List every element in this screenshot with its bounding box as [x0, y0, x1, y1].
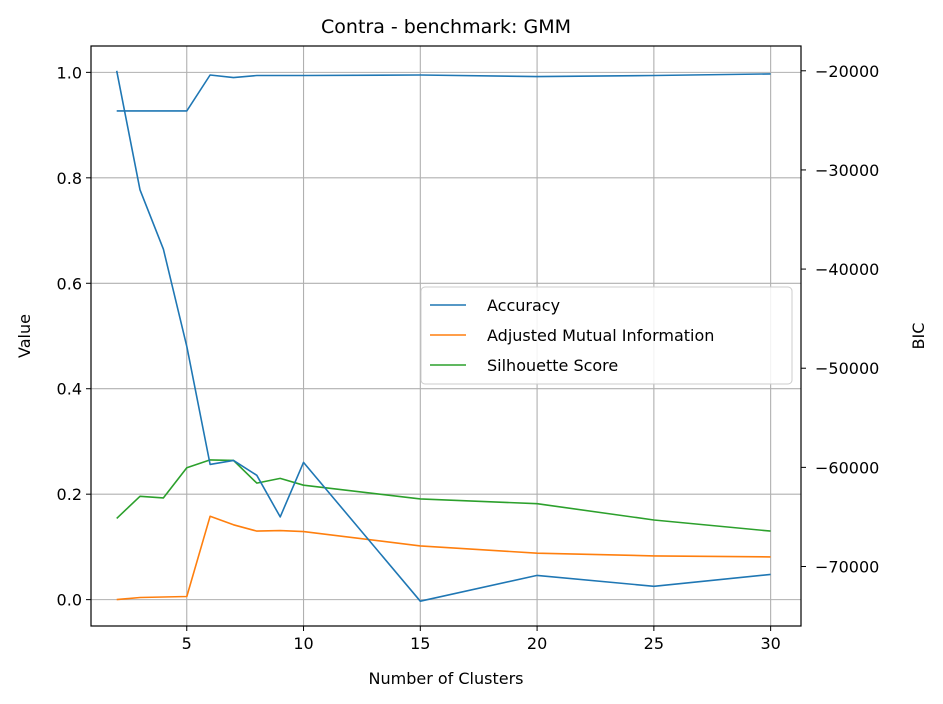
- y2-tick-label: −60000: [815, 458, 879, 477]
- x-tick-label: 5: [182, 634, 192, 653]
- y-tick-label: 0.4: [57, 380, 82, 399]
- y2-axis-label: BIC: [909, 323, 928, 350]
- bic-line: [115, 70, 771, 603]
- legend-label: Accuracy: [487, 296, 560, 315]
- x-axis: 5 10 15 20 25 30: [182, 626, 781, 653]
- y2-tick-label: −20000: [815, 62, 879, 81]
- y2-tick-label: −30000: [815, 161, 879, 180]
- legend: Accuracy Adjusted Mutual Information Silho…: [420, 286, 793, 385]
- y-axis-label: Value: [15, 314, 34, 358]
- y-tick-label: 1.0: [57, 63, 82, 82]
- y2-axis: −70000 −60000 −50000 −40000 −30000 −20000: [801, 62, 879, 577]
- accuracy-line: [116, 73, 771, 112]
- y-tick-label: 0.6: [57, 274, 82, 293]
- adjusted-mutual-information-line: [116, 515, 771, 601]
- x-tick-label: 30: [760, 634, 780, 653]
- x-tick-label: 10: [293, 634, 313, 653]
- chart-title: Contra - benchmark: GMM: [321, 16, 571, 38]
- series-layer: [115, 70, 771, 603]
- legend-box: [420, 286, 793, 385]
- y2-tick-label: −50000: [815, 359, 879, 378]
- y-tick-label: 0.8: [57, 169, 82, 188]
- x-axis-label: Number of Clusters: [369, 669, 524, 688]
- plot-frame: [90, 45, 802, 627]
- y2-tick-label: −70000: [815, 558, 879, 577]
- y-tick-label: 0.0: [57, 591, 82, 610]
- x-tick-label: 25: [644, 634, 664, 653]
- y2-tick-label: −40000: [815, 260, 879, 279]
- x-tick-label: 20: [527, 634, 547, 653]
- legend-label: Adjusted Mutual Information: [487, 326, 714, 345]
- grid: [91, 46, 801, 626]
- x-tick-label: 15: [410, 634, 430, 653]
- y-tick-label: 0.2: [57, 485, 82, 504]
- y-axis: 0.0 0.2 0.4 0.6 0.8 1.0: [57, 63, 91, 610]
- legend-label: Silhouette Score: [487, 356, 618, 375]
- silhouette-score-line: [116, 459, 771, 532]
